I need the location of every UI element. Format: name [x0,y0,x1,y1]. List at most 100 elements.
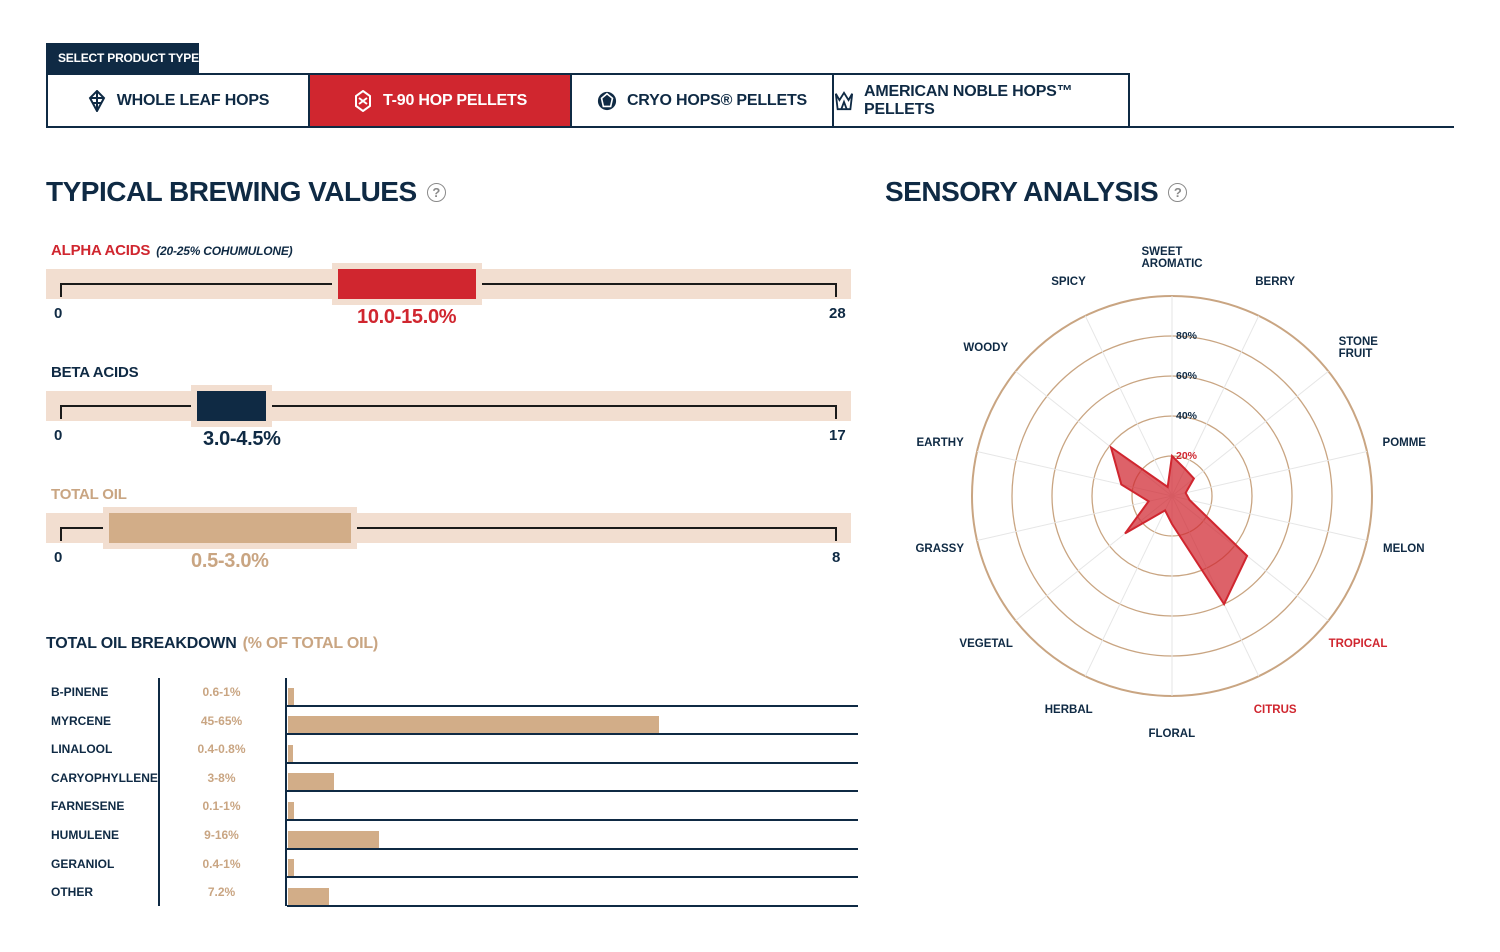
oil-row: HUMULENE 9-16% [46,821,858,850]
radar-attribute-label: MELON [1383,543,1425,555]
radar-attribute-label: SPICY [1051,276,1086,288]
oil-pct: 45-65% [200,713,243,728]
radar-attribute-line: VEGETAL [959,638,1013,651]
radar-attribute-label: POMME [1383,437,1426,449]
product-type-tabs: WHOLE LEAF HOPS T-90 HOP PELLETS CRYO HO… [46,73,1130,127]
radar-point [1171,523,1173,525]
radar-spoke [1084,315,1173,497]
radar-attribute-label: WOODY [963,342,1008,354]
sensory-analysis-title: SENSORY ANALYSIS ? [885,176,1188,208]
oil-bar [288,716,659,734]
radar-attribute-line: MELON [1383,542,1425,555]
alpha-acids-range-fill [331,263,483,305]
oil-name: GERANIOL [51,856,115,871]
radar-ring-label: 40% [1176,410,1198,422]
radar-attribute-line: FLORAL [1148,728,1196,740]
total-oil-min: 0 [54,549,63,566]
cryo-icon [597,90,617,112]
oil-breakdown-divider [158,678,160,906]
radar-point [1189,499,1191,501]
oil-pct: 0.6-1% [202,685,241,699]
help-icon[interactable]: ? [1168,182,1188,202]
radar-shape [1109,444,1249,607]
radar-ring-label: 20% [1176,450,1198,462]
oil-name: LINALOOL [51,742,113,757]
radar-point [1223,603,1225,605]
radar-attribute-label: FLORAL [1149,728,1196,740]
radar-ring-label: 60% [1176,370,1198,382]
radar-attribute-line: SWEET [1141,246,1183,258]
beta-acids-max: 17 [829,427,846,444]
radar-attribute-label: TROPICAL [1329,638,1388,650]
radar-attribute-line: EARTHY [916,437,964,450]
beta-acids-value: 3.0-4.5% [203,428,281,450]
radar-point [1148,500,1150,502]
radar-attribute-line: AROMATIC [1141,258,1203,270]
tab-t90-hop-pellets[interactable]: T-90 HOP PELLETS [310,75,572,127]
oil-breakdown-axis [285,678,287,906]
oil-pct: 0.4-0.8% [197,742,246,757]
radar-spoke [976,495,1173,541]
radar-grid [971,295,1373,697]
oil-pct: 7.2% [207,885,236,900]
radar-attribute-line: CITRUS [1253,704,1297,717]
oil-name: OTHER [51,885,93,900]
oil-name: CARYOPHYLLENE [51,770,158,785]
oil-row: MYRCENE 45-65% [46,707,858,736]
radar-point [1246,555,1248,557]
radar-spoke [1171,370,1329,497]
oil-bar [288,744,293,762]
oil-row: LINALOOL 0.4-0.8% [46,735,858,764]
oil-name: FARNESENE [51,799,125,814]
alpha-acids-bar [46,263,851,305]
hop-cone-icon [87,90,107,112]
radar-attribute-line: TROPICAL [1328,638,1388,651]
pellet-icon [353,90,373,112]
oil-breakdown-title: TOTAL OIL BREAKDOWN (% OF TOTAL OIL) [46,635,379,652]
tab-label: AMERICAN NOBLE HOPS™ PELLETS [864,83,1073,118]
oil-row: CARYOPHYLLENE 3-8% [46,764,858,793]
oil-pct: 9-16% [204,828,239,842]
radar-point [1124,532,1126,534]
total-oil-value: 0.5-3.0% [191,550,269,572]
oil-name: HUMULENE [51,828,119,842]
alpha-acids-label: ALPHA ACIDS (20-25% COHUMULONE) [51,242,293,259]
radar-spoke [1171,451,1368,497]
tab-whole-leaf-hops[interactable]: WHOLE LEAF HOPS [48,75,310,127]
tabs-underline [46,126,1454,128]
sensory-radar-chart [971,295,1373,697]
oil-pct: 0.4-1% [202,856,241,871]
oil-name: B-PINENE [51,685,109,699]
oil-row: GERANIOL 0.4-1% [46,850,858,879]
tab-label: WHOLE LEAF HOPS [116,92,270,109]
radar-attribute-line: HERBAL [1044,704,1093,717]
tab-cryo-hops-pellets[interactable]: CRYO HOPS® PELLETS [572,75,834,127]
radar-point [1110,446,1112,448]
oil-bar [288,830,380,848]
tab-label: T-90 HOP PELLETS [382,92,528,109]
radar-attribute-line: FRUIT [1338,347,1373,360]
radar-spoke [1171,315,1260,497]
radar-spoke [1084,495,1173,677]
radar-attribute-label: STONE FRUIT [1339,336,1378,360]
beta-acids-bar [46,385,851,427]
oil-row: B-PINENE 0.6-1% [46,678,858,707]
beta-acids-range-fill [191,385,272,427]
tab-american-noble-hops-pellets[interactable]: AMERICAN NOBLE HOPS™ PELLETS [834,75,1128,127]
radar-attribute-label: VEGETAL [959,638,1012,650]
radar-point [1120,483,1122,485]
radar-attribute-label: HERBAL [1045,704,1093,716]
radar-attribute-line: WOODY [963,341,1009,354]
total-oil-bar [46,507,851,549]
oil-bar [288,773,334,791]
alpha-acids-value: 10.0-15.0% [357,306,457,328]
radar-spoke [1171,495,1368,541]
beta-acids-label: BETA ACIDS [51,364,139,381]
help-icon[interactable]: ? [426,182,446,202]
radar-attribute-line: SPICY [1051,275,1086,288]
radar-attribute-label: EARTHY [916,437,963,449]
radar-attribute-label: SWEET AROMATIC [1142,246,1203,270]
radar-point [1171,455,1173,457]
radar-point [1164,509,1166,511]
radar-point [1167,486,1169,488]
